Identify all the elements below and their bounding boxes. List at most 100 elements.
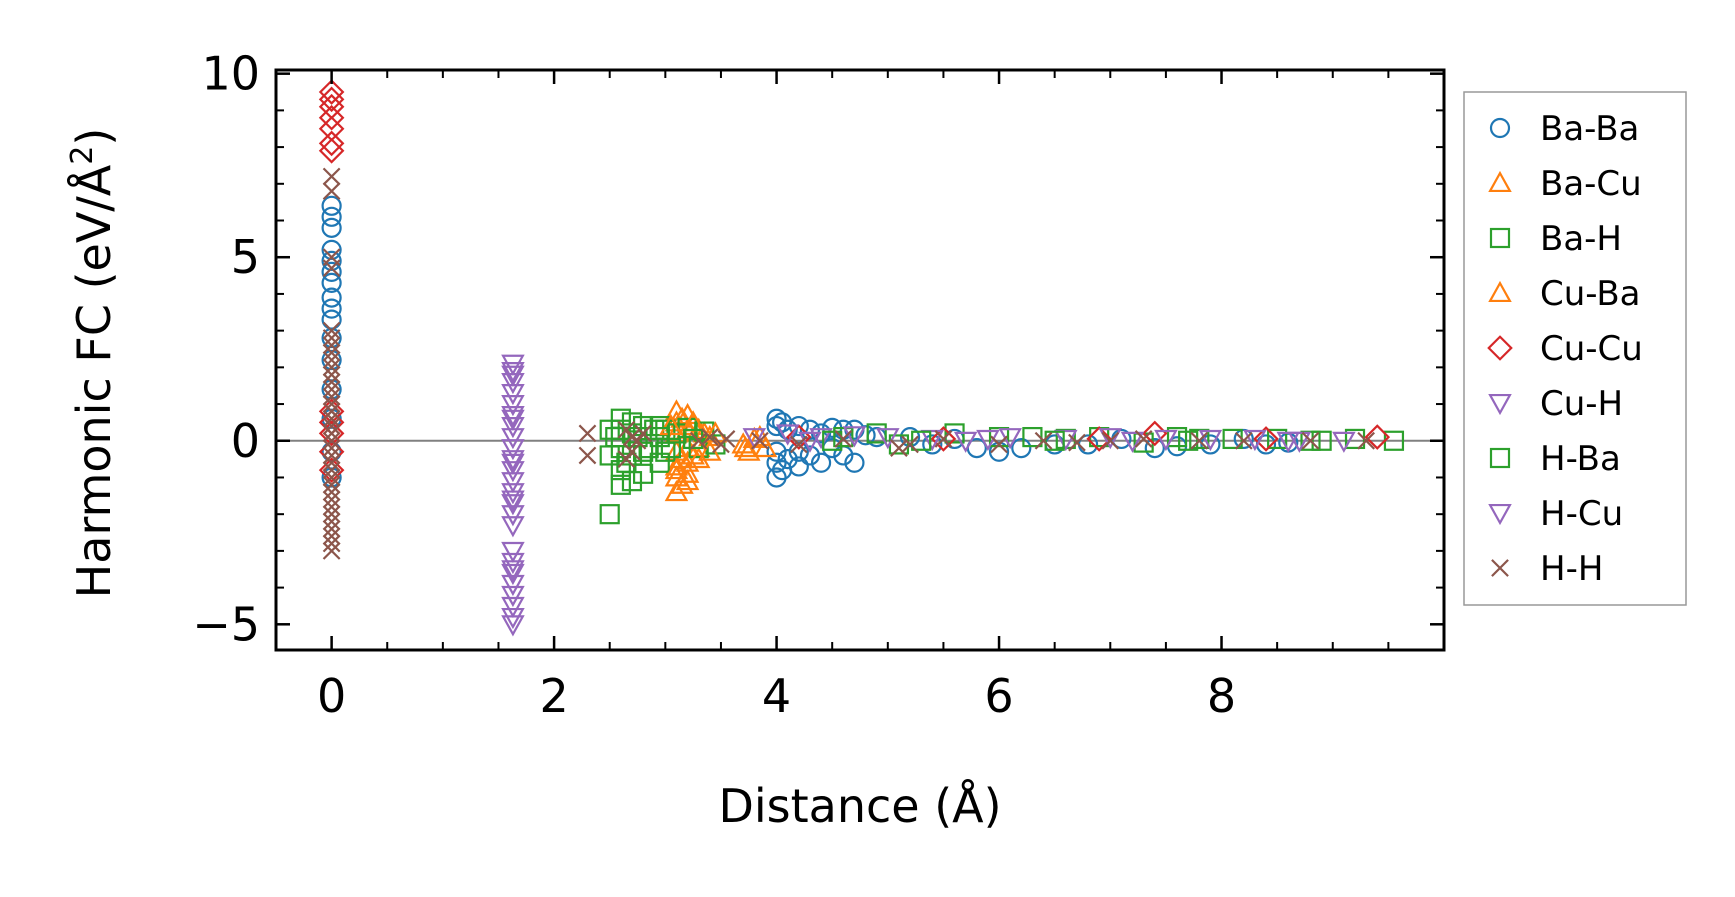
data-point: [1011, 438, 1032, 459]
data-point: [321, 272, 342, 294]
data-point: [628, 431, 647, 450]
data-point: [777, 449, 798, 470]
data-point: [1068, 433, 1086, 452]
data-point: [700, 428, 719, 446]
data-point: [675, 468, 700, 491]
data-point: [501, 453, 525, 475]
data-point: [660, 438, 681, 459]
data-point: [501, 596, 525, 619]
data-point: [322, 424, 341, 443]
legend-label: Cu-H: [1540, 384, 1623, 424]
data-point: [599, 419, 620, 440]
data-point: [322, 417, 341, 435]
data-point: [501, 516, 525, 538]
data-point: [501, 563, 525, 586]
data-point: [321, 467, 342, 488]
data-point: [321, 206, 342, 227]
data-point: [321, 195, 342, 216]
y-tick-label: −5: [192, 597, 260, 651]
data-point: [922, 434, 943, 455]
data-point: [649, 452, 670, 473]
legend-marker: [1488, 503, 1512, 526]
data-point: [670, 406, 694, 428]
x-tick-label: 2: [539, 669, 568, 723]
data-point: [321, 327, 342, 349]
data-point: [934, 430, 953, 448]
data-point: [321, 261, 342, 282]
data-point: [1120, 431, 1145, 453]
legend-label: Cu-Ba: [1540, 274, 1641, 314]
data-point: [501, 585, 525, 608]
data-point: [901, 435, 919, 454]
data-point: [501, 505, 525, 527]
data-point: [501, 395, 525, 417]
data-point: [501, 494, 525, 516]
data-point: [501, 461, 525, 483]
data-point: [1267, 428, 1288, 450]
data-point: [681, 443, 705, 465]
data-point: [751, 431, 769, 450]
data-point: [501, 409, 525, 431]
data-point: [322, 542, 341, 560]
data-point: [318, 79, 345, 105]
data-point: [1190, 431, 1209, 450]
data-point: [766, 408, 787, 429]
data-point: [694, 421, 715, 442]
data-point: [655, 441, 676, 462]
x-tick-label: 6: [984, 669, 1013, 723]
y-axis-label-superscript: 2: [65, 146, 100, 165]
data-point: [649, 426, 670, 448]
data-point: [321, 298, 342, 319]
legend-label: Cu-Cu: [1540, 329, 1643, 369]
data-point: [1044, 430, 1065, 451]
data-point: [322, 395, 341, 413]
data-point: [670, 472, 694, 494]
y-axis-label-main: Harmonic FC (eV/Å: [67, 164, 121, 598]
data-point: [318, 104, 345, 131]
data-point: [789, 435, 808, 454]
data-point: [322, 167, 341, 186]
data-point: [322, 373, 341, 391]
series-h-cu: [501, 365, 1301, 582]
data-point: [318, 86, 345, 113]
data-point: [1357, 431, 1376, 450]
legend-marker: [1489, 117, 1511, 139]
data-point: [578, 424, 597, 443]
data-point: [1198, 429, 1223, 452]
data-point: [788, 456, 809, 477]
data-point: [321, 349, 342, 371]
y-tick-label: 0: [231, 414, 260, 468]
y-axis-label-close: ): [67, 128, 121, 146]
data-point: [1364, 424, 1391, 450]
data-point: [953, 431, 978, 453]
data-point: [578, 446, 597, 465]
data-point: [322, 527, 341, 546]
data-point: [322, 461, 341, 480]
data-point: [501, 490, 525, 512]
legend-marker: [1488, 170, 1512, 193]
data-point: [322, 534, 341, 553]
data-point: [632, 463, 654, 484]
data-point: [798, 431, 822, 453]
data-point: [788, 441, 809, 462]
series-cu-h: [501, 354, 1356, 637]
data-point: [501, 552, 525, 575]
data-point: [322, 512, 341, 531]
data-point: [976, 429, 1000, 452]
data-point: [733, 435, 758, 458]
data-point: [717, 430, 736, 448]
y-tick-label: 5: [231, 230, 260, 284]
data-point: [321, 250, 342, 271]
data-point: [659, 413, 683, 436]
x-tick-label: 0: [317, 669, 346, 723]
data-point: [1086, 426, 1112, 452]
series-ba-cu: [664, 399, 778, 502]
data-point: [689, 431, 708, 450]
data-point: [321, 379, 342, 400]
data-point: [1141, 420, 1168, 447]
data-point: [605, 426, 626, 448]
data-point: [322, 409, 341, 428]
data-point: [322, 519, 341, 538]
data-point: [501, 450, 525, 472]
data-point: [1253, 426, 1279, 452]
